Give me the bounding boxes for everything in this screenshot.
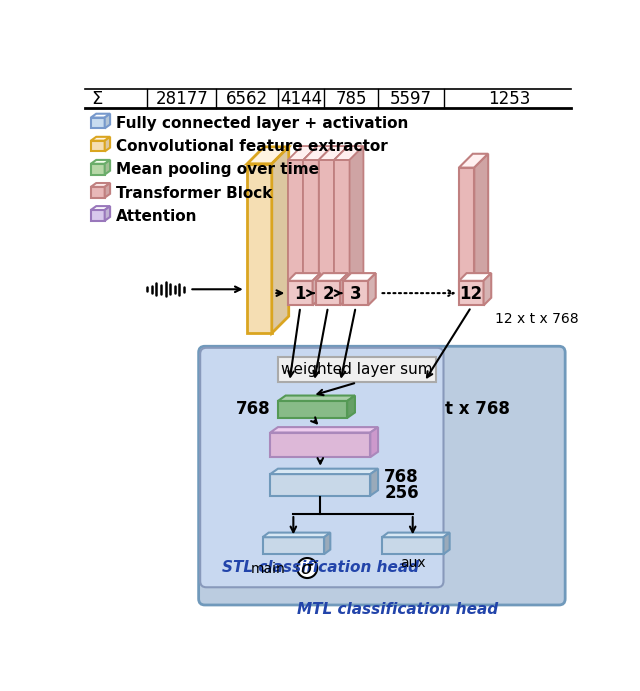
Polygon shape	[105, 114, 110, 129]
Polygon shape	[270, 468, 378, 474]
Circle shape	[297, 558, 317, 578]
Text: 785: 785	[335, 90, 367, 108]
Polygon shape	[288, 160, 303, 294]
Polygon shape	[319, 160, 334, 294]
Polygon shape	[459, 273, 492, 281]
Polygon shape	[303, 146, 317, 294]
Text: 12 x t x 768: 12 x t x 768	[495, 312, 579, 325]
Polygon shape	[334, 160, 349, 294]
Text: Convolutional feature extractor: Convolutional feature extractor	[116, 140, 388, 154]
Text: aux: aux	[400, 556, 426, 570]
Polygon shape	[91, 141, 105, 151]
Polygon shape	[382, 537, 444, 554]
Text: t x 768: t x 768	[445, 400, 510, 418]
Polygon shape	[270, 474, 371, 495]
Polygon shape	[91, 183, 110, 187]
Text: 5597: 5597	[390, 90, 432, 108]
Polygon shape	[319, 146, 348, 160]
Polygon shape	[278, 401, 348, 418]
Text: 12: 12	[460, 285, 483, 303]
Polygon shape	[484, 273, 492, 305]
Text: 4144: 4144	[280, 90, 322, 108]
FancyBboxPatch shape	[198, 346, 565, 605]
Polygon shape	[324, 533, 330, 554]
Polygon shape	[474, 154, 488, 294]
Polygon shape	[91, 114, 110, 117]
Text: Transformer Block: Transformer Block	[116, 185, 273, 200]
Polygon shape	[368, 273, 376, 305]
Polygon shape	[272, 146, 289, 333]
Polygon shape	[344, 281, 368, 305]
Bar	[278, 357, 436, 381]
Text: weighted layer sum: weighted layer sum	[281, 362, 433, 377]
Polygon shape	[371, 427, 378, 457]
Polygon shape	[105, 206, 110, 220]
Text: Mean pooling over time: Mean pooling over time	[116, 162, 319, 178]
Text: Σ: Σ	[91, 90, 102, 108]
Polygon shape	[91, 206, 110, 210]
Polygon shape	[278, 395, 355, 401]
Text: 2: 2	[322, 285, 334, 303]
Text: 28177: 28177	[156, 90, 208, 108]
Polygon shape	[344, 273, 376, 281]
Polygon shape	[288, 146, 317, 160]
Polygon shape	[459, 281, 484, 305]
Text: $\sigma$: $\sigma$	[300, 560, 314, 578]
Polygon shape	[247, 164, 272, 333]
Polygon shape	[371, 468, 378, 495]
Text: 1: 1	[294, 285, 306, 303]
Polygon shape	[270, 433, 371, 457]
Polygon shape	[316, 281, 340, 305]
Polygon shape	[91, 137, 110, 141]
Polygon shape	[312, 273, 320, 305]
Text: 256: 256	[384, 484, 419, 502]
Polygon shape	[382, 533, 450, 537]
Polygon shape	[105, 183, 110, 198]
Text: 768: 768	[384, 468, 419, 486]
Polygon shape	[105, 160, 110, 175]
Polygon shape	[334, 146, 364, 160]
Polygon shape	[288, 273, 320, 281]
Polygon shape	[340, 273, 348, 305]
Polygon shape	[91, 164, 105, 175]
Polygon shape	[247, 146, 289, 164]
Polygon shape	[303, 146, 333, 160]
Text: 6562: 6562	[226, 90, 268, 108]
Text: main: main	[251, 562, 285, 576]
Text: Fully connected layer + activation: Fully connected layer + activation	[116, 116, 408, 131]
Polygon shape	[334, 146, 348, 294]
Polygon shape	[319, 146, 333, 294]
Text: 768: 768	[236, 400, 270, 418]
FancyBboxPatch shape	[200, 348, 444, 587]
Text: 1253: 1253	[488, 90, 530, 108]
Polygon shape	[105, 137, 110, 151]
Text: Attention: Attention	[116, 209, 198, 224]
Text: 3: 3	[350, 285, 362, 303]
Polygon shape	[459, 154, 488, 168]
Text: MTL classification head: MTL classification head	[297, 602, 498, 617]
Polygon shape	[91, 160, 110, 164]
Polygon shape	[270, 427, 378, 433]
Polygon shape	[262, 533, 330, 537]
Polygon shape	[91, 117, 105, 129]
Polygon shape	[303, 160, 319, 294]
Polygon shape	[349, 146, 364, 294]
Polygon shape	[444, 533, 450, 554]
Polygon shape	[288, 281, 312, 305]
Polygon shape	[459, 168, 474, 294]
Polygon shape	[91, 187, 105, 198]
Polygon shape	[316, 273, 348, 281]
Polygon shape	[262, 537, 324, 554]
Text: STL classification head: STL classification head	[221, 560, 419, 575]
Polygon shape	[91, 210, 105, 220]
Polygon shape	[348, 395, 355, 418]
